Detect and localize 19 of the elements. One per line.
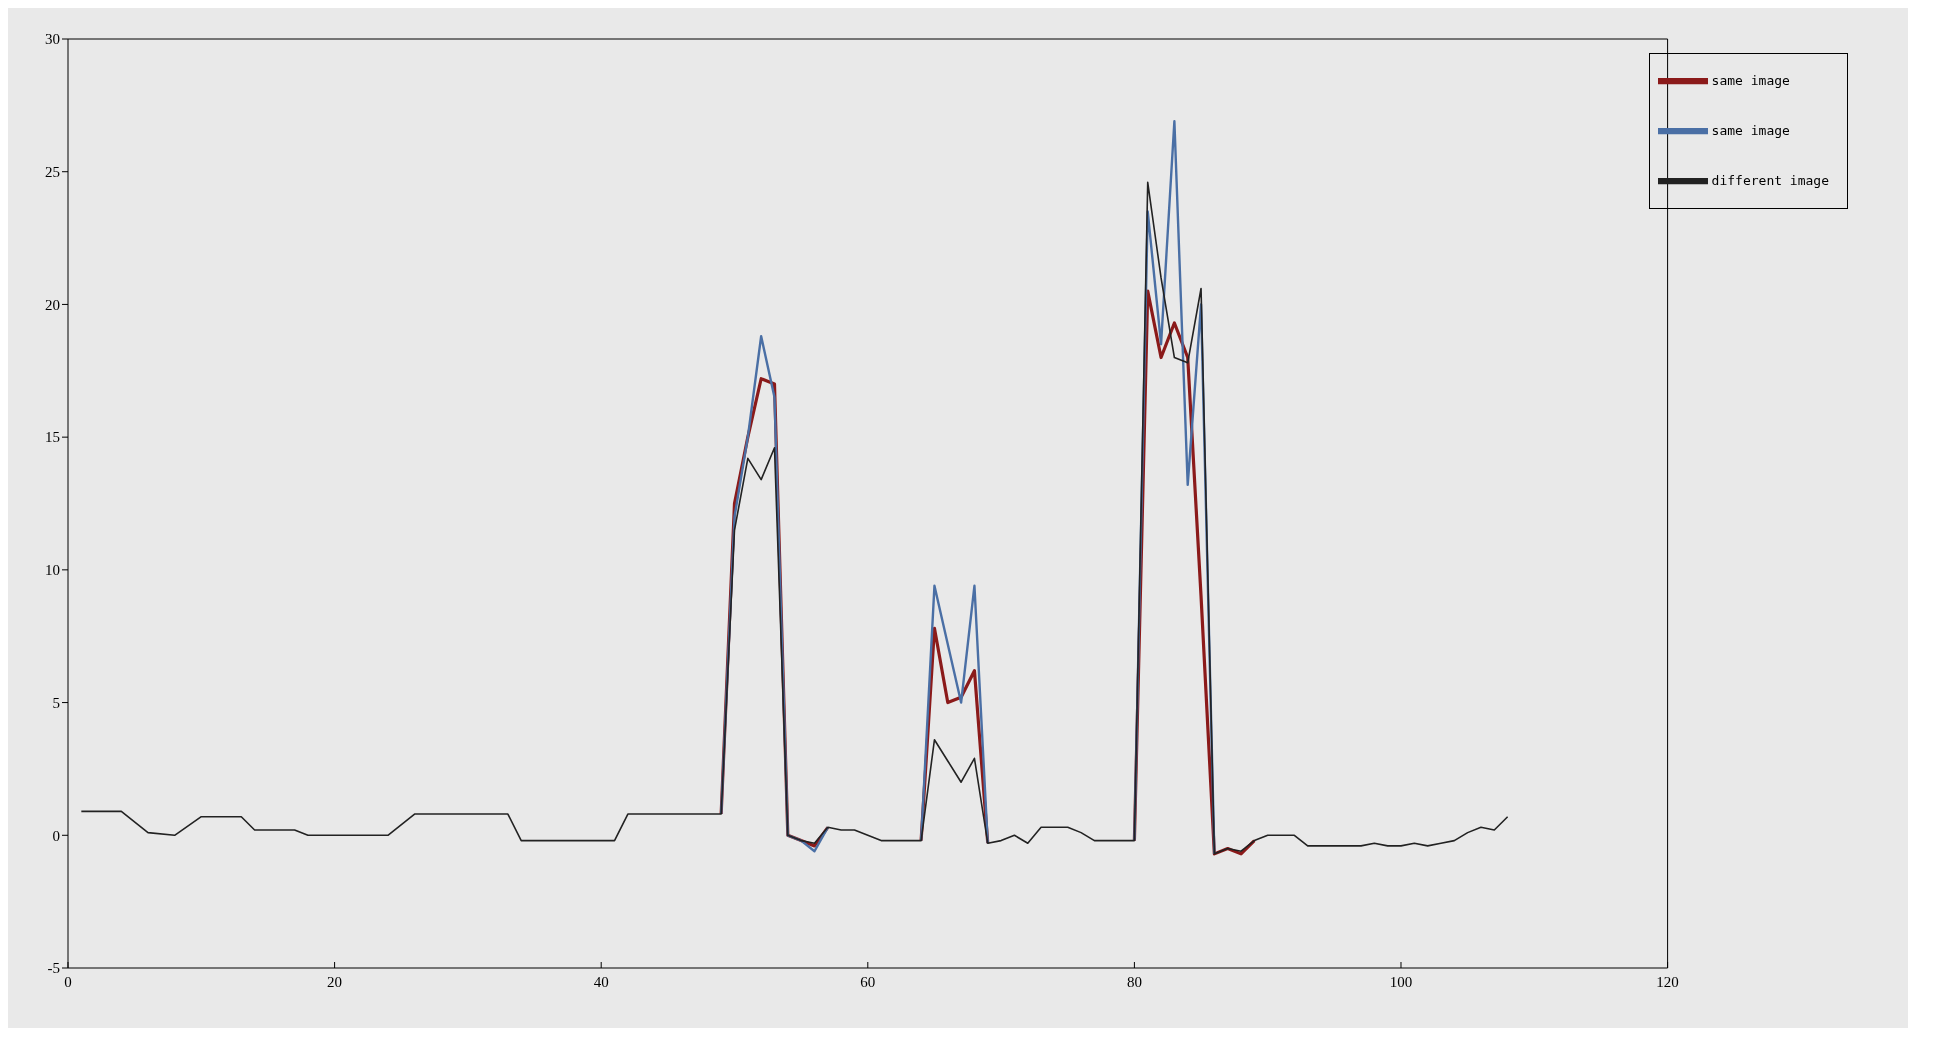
y-tick-label: -5 [47,960,60,977]
x-tick-label: 0 [64,973,72,990]
x-tick-label: 60 [860,973,876,990]
y-tick-label: 10 [45,562,60,579]
legend-label: same image [1711,122,1790,138]
legend-label: same image [1711,72,1790,88]
y-tick-label: 20 [45,296,60,313]
y-tick-label: 5 [52,694,60,711]
y-tick-label: 15 [45,429,60,446]
x-tick-label: 20 [327,973,343,990]
y-tick-label: 25 [45,164,60,181]
x-tick-label: 120 [1656,973,1679,990]
x-tick-label: 80 [1126,973,1142,990]
y-tick-label: 0 [52,827,60,844]
y-tick-label: 30 [45,31,60,48]
x-tick-label: 40 [593,973,609,990]
line-series [80,181,1509,855]
x-tick-label: 100 [1389,973,1413,990]
legend-label: different image [1711,172,1829,188]
